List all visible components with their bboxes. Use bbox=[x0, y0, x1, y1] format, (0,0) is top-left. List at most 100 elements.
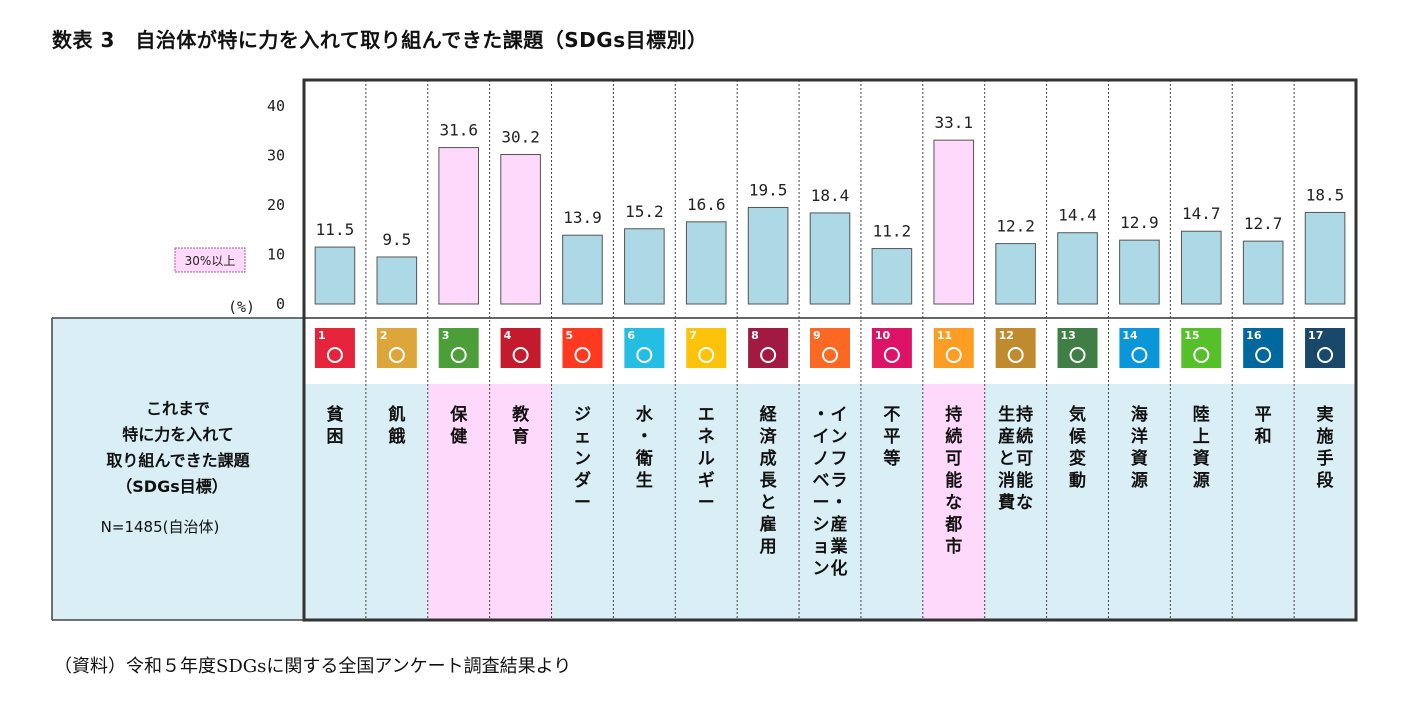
bar-goal-11 bbox=[933, 139, 975, 305]
y-axis-unit: (%) bbox=[228, 298, 255, 316]
category-label-char: な bbox=[945, 493, 962, 513]
bar-goal-3 bbox=[438, 147, 480, 305]
sdg-goal-number: 4 bbox=[504, 329, 512, 342]
bar-value-label: 9.5 bbox=[382, 230, 411, 249]
sdg-icon-glyph bbox=[1131, 347, 1148, 363]
category-label-char: 等 bbox=[883, 448, 900, 469]
category-label-char: 平 bbox=[883, 427, 900, 447]
category-label-char: 業 bbox=[831, 536, 848, 557]
book-icon: 4 bbox=[500, 328, 541, 368]
bar-value-label: 11.5 bbox=[316, 220, 355, 239]
sdg-icon-glyph bbox=[574, 347, 591, 363]
page-title: 数表 3 自治体が特に力を入れて取り組んできた課題（SDGs目標別） bbox=[52, 28, 708, 52]
sdg-goal-number: 14 bbox=[1122, 329, 1138, 342]
bar-value-label: 13.9 bbox=[563, 208, 602, 227]
category-label-char: 和 bbox=[1255, 427, 1272, 447]
sdg-icon-glyph bbox=[698, 347, 715, 363]
category-label-cell bbox=[304, 384, 366, 620]
category-label-char: 経 bbox=[760, 404, 778, 425]
category-label-cell bbox=[799, 384, 861, 620]
category-label-cell bbox=[551, 384, 614, 620]
bar-value-label: 11.2 bbox=[873, 222, 912, 241]
category-label-char: エ bbox=[698, 405, 715, 425]
sdg-goal-number: 3 bbox=[442, 329, 450, 342]
sdg-goal-number: 1 bbox=[318, 329, 326, 342]
category-label-char: 候 bbox=[1069, 426, 1087, 447]
partnership-icon: 17 bbox=[1305, 328, 1346, 368]
bar-value-label: 16.6 bbox=[687, 195, 726, 214]
category-label-char: 資 bbox=[1193, 449, 1210, 469]
bar-goal-4 bbox=[500, 154, 541, 305]
y-tick-label: 0 bbox=[276, 295, 285, 313]
category-label-char: ン bbox=[813, 559, 830, 579]
category-label-char: ノ bbox=[813, 449, 830, 469]
category-label-char: ー bbox=[698, 493, 715, 513]
category-label-char: 教 bbox=[511, 404, 530, 425]
sdg-goal-number: 15 bbox=[1184, 329, 1199, 342]
category-label-char: 消 bbox=[998, 470, 1015, 491]
category-label-char: 困 bbox=[326, 427, 343, 447]
sdg-icon-glyph bbox=[1193, 347, 1210, 363]
sdg-goal-number: 10 bbox=[875, 329, 891, 342]
category-label-cell bbox=[613, 384, 676, 620]
bar-goal-17 bbox=[1304, 211, 1346, 305]
category-label-char: 段 bbox=[1317, 470, 1334, 491]
sdg-goal-number: 9 bbox=[813, 329, 821, 342]
category-label-char: イ bbox=[813, 427, 830, 447]
bar-value-label: 18.5 bbox=[1306, 185, 1345, 204]
sdg-icon-glyph bbox=[512, 347, 529, 363]
category-label-char: 成 bbox=[760, 448, 777, 469]
side-panel-text: これまで 特に力を入れて 取り組んできた課題 （SDGs目標） N=1485(自… bbox=[101, 399, 251, 536]
category-label-cell bbox=[1170, 384, 1233, 620]
y-tick-label: 30 bbox=[267, 147, 285, 165]
y-tick-label: 40 bbox=[267, 97, 285, 115]
growth-chart-icon: 8 bbox=[748, 328, 789, 368]
side-line-2: 特に力を入れて bbox=[122, 425, 234, 444]
category-label-char: フ bbox=[831, 449, 848, 469]
legend-label: 30%以上 bbox=[185, 254, 236, 268]
category-label-char: 費 bbox=[998, 492, 1015, 513]
sdg-goal-number: 17 bbox=[1308, 329, 1323, 342]
category-label-char: ネ bbox=[698, 427, 715, 447]
sdg-goal-number: 5 bbox=[565, 329, 573, 342]
bar-goal-1 bbox=[314, 246, 356, 305]
category-label-char: 可 bbox=[1016, 449, 1033, 469]
bar-value-label: 12.9 bbox=[1120, 213, 1159, 232]
category-label-char: ジ bbox=[574, 405, 591, 425]
category-label-cell bbox=[1046, 384, 1109, 620]
bars: 11.5 9.5 31.6 30.2 13.9 15.2 16.6 19.5 18.4 11.2 3… bbox=[314, 113, 1346, 305]
category-label-char: ン bbox=[574, 449, 591, 469]
bar-goal-13 bbox=[1057, 232, 1098, 305]
category-label-char: ン bbox=[831, 427, 848, 447]
sdg-icon-glyph bbox=[945, 347, 962, 363]
side-panel-bg bbox=[52, 318, 304, 620]
gender-icon: 5 bbox=[562, 328, 603, 368]
bar-goal-7 bbox=[685, 221, 727, 305]
category-label-char: と bbox=[760, 493, 777, 513]
category-label-cell bbox=[1108, 384, 1171, 620]
category-label-cell bbox=[860, 384, 923, 620]
category-label-char: シ bbox=[813, 515, 830, 535]
side-line-4: （SDGs目標） bbox=[116, 477, 227, 496]
category-label-char: ギ bbox=[698, 471, 715, 491]
category-label-char: ェ bbox=[574, 427, 591, 447]
sdg-icon-glyph bbox=[388, 347, 405, 363]
category-label-char: ・ bbox=[831, 493, 848, 513]
category-label-char: 貧 bbox=[326, 404, 343, 425]
category-label-char: イ bbox=[831, 405, 848, 425]
category-label-char: 長 bbox=[760, 471, 778, 491]
category-label-cell bbox=[984, 384, 1047, 620]
category-label-char: 続 bbox=[1016, 426, 1033, 447]
bar-value-label: 14.7 bbox=[1182, 204, 1221, 223]
side-line-3: 取り組んできた課題 bbox=[106, 451, 250, 470]
sdg-goal-number: 6 bbox=[627, 329, 635, 342]
category-label-char: 平 bbox=[1255, 405, 1272, 425]
bar-value-label: 31.6 bbox=[439, 121, 478, 140]
sdg-goal-number: 8 bbox=[751, 329, 759, 342]
side-line-1: これまで bbox=[146, 399, 210, 418]
category-label-cell bbox=[1232, 384, 1295, 620]
sdg-icon-glyph bbox=[1255, 347, 1272, 363]
bar-goal-9 bbox=[809, 212, 851, 305]
category-label-char: 上 bbox=[1193, 427, 1210, 447]
category-label-cell bbox=[675, 384, 738, 620]
